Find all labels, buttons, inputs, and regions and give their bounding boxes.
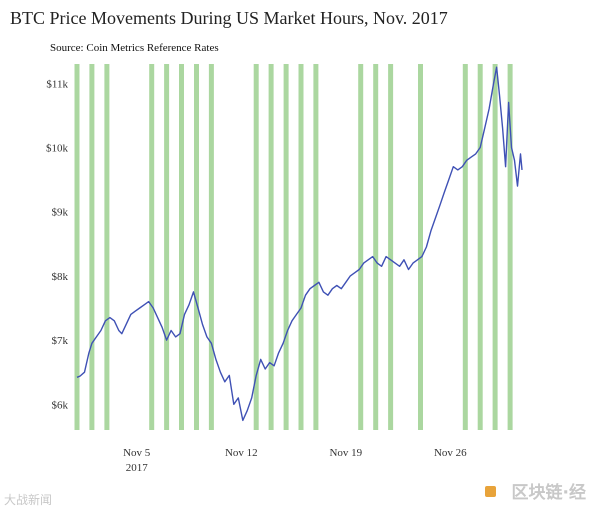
market-hours-band-17 — [462, 64, 468, 430]
market-hours-band-8 — [253, 64, 259, 430]
market-hours-band-18 — [477, 64, 483, 430]
market-hours-band-2 — [104, 64, 110, 430]
market-hours-band-1 — [89, 64, 95, 430]
chart-title: BTC Price Movements During US Market Hou… — [10, 8, 448, 28]
x-tick-label-3: Nov 26 — [434, 447, 467, 459]
market-hours-band-15 — [388, 64, 394, 430]
market-hours-band-6 — [194, 64, 199, 430]
x-tick-label-2: Nov 19 — [329, 447, 362, 459]
market-hours-band-4 — [164, 64, 170, 430]
market-hours-band-3 — [149, 64, 155, 430]
y-tick-label-5: $11k — [46, 78, 68, 90]
x-axis-tick-labels: Nov 5 2017 Nov 12 Nov 19 Nov 26 — [123, 447, 467, 474]
y-tick-label-1: $7k — [52, 335, 69, 347]
series-line-0 — [76, 66, 523, 422]
price-series — [76, 66, 523, 422]
watermark-left: 大战新闻 — [4, 493, 53, 507]
market-hours-band-11 — [298, 64, 304, 430]
y-tick-label-0: $6k — [52, 399, 69, 411]
market-hours-band-9 — [268, 64, 274, 430]
y-tick-label-3: $9k — [52, 207, 69, 219]
market-hours-bands — [74, 64, 513, 430]
x-tick-label-0: Nov 5 — [123, 447, 151, 459]
market-hours-band-0 — [74, 64, 80, 430]
market-hours-band-20 — [507, 64, 513, 430]
market-hours-band-7 — [208, 64, 214, 430]
watermark-logo-icon — [485, 486, 496, 497]
market-hours-band-19 — [492, 64, 498, 430]
market-hours-band-12 — [313, 64, 319, 430]
watermark-right: 区块链·经 — [511, 483, 586, 503]
y-axis-tick-labels: $6k $7k $8k $9k $10k $11k — [46, 78, 69, 411]
market-hours-band-5 — [179, 64, 184, 430]
chart-subtitle: Source: Coin Metrics Reference Rates — [50, 42, 219, 54]
market-hours-band-10 — [283, 64, 289, 430]
market-hours-band-13 — [358, 64, 364, 430]
y-tick-label-2: $8k — [52, 271, 69, 283]
x-tick-label-1: Nov 12 — [225, 447, 258, 459]
y-tick-label-4: $10k — [46, 143, 69, 155]
x-tick-sublabel-0: 2017 — [126, 462, 149, 474]
market-hours-band-16 — [418, 64, 423, 430]
market-hours-band-14 — [373, 64, 379, 430]
